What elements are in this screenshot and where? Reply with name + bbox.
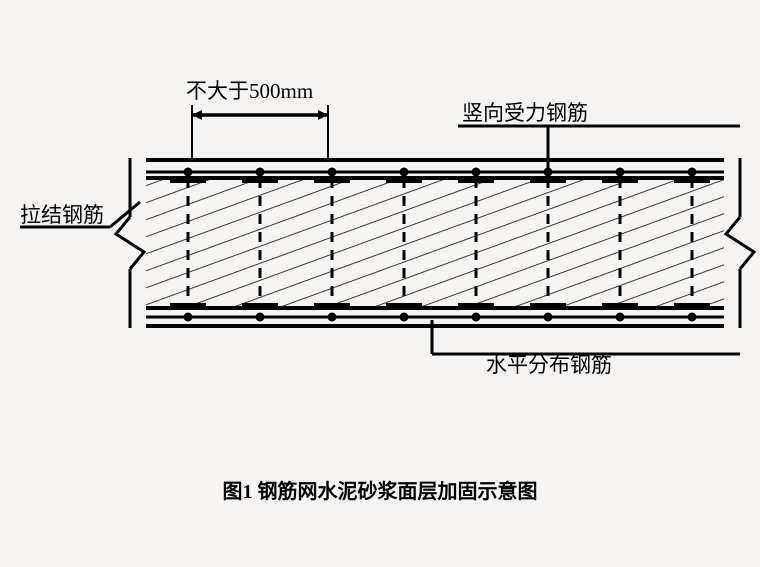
vertical-bar-label: 竖向受力钢筋 — [462, 101, 588, 125]
figure-caption: 图1 钢筋网水泥砂浆面层加固示意图 — [0, 475, 760, 504]
horizontal-bar-label: 水平分布钢筋 — [486, 353, 612, 377]
dim-label: 不大于500mm — [186, 79, 313, 103]
tie-bar-label: 拉结钢筋 — [20, 203, 104, 227]
figure-canvas: 不大于500mm 竖向受力钢筋水平分布钢筋 拉结钢筋 图1 钢筋网水泥砂浆面层加固示… — [0, 0, 760, 567]
diagram-svg: 不大于500mm 竖向受力钢筋水平分布钢筋 拉结钢筋 — [0, 0, 760, 460]
